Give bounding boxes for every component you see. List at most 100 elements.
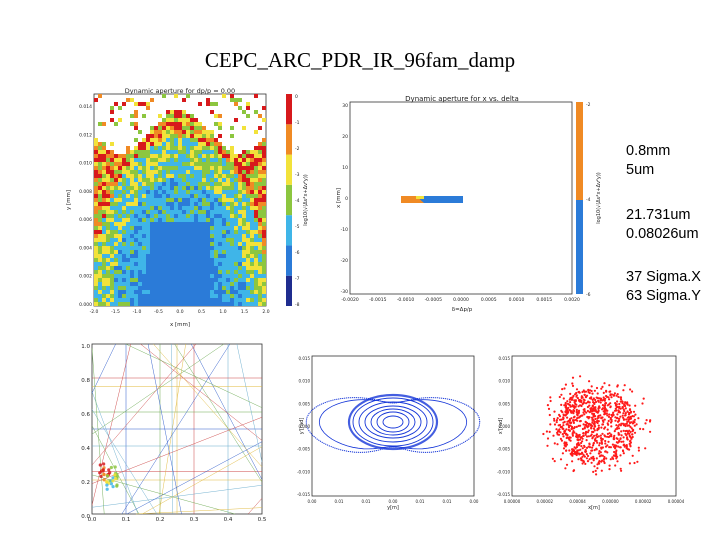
phase-space-y-plot: 0.00 0.01 0.01 0.00 0.01 0.01 0.00 0.015 0.010 0… <box>297 355 481 511</box>
da-delta-xtick: -0.0005 <box>425 297 443 303</box>
da-xy-colorbar-tick: -5 <box>295 224 300 230</box>
da-xy-ytick: 0.006 <box>79 217 92 223</box>
da-xy-xtick: 0.0 <box>176 309 183 315</box>
phase-space-y-xtick: 0.01 <box>362 499 371 504</box>
tune-xtick: 0.0 <box>88 517 97 523</box>
da-xy-colorbar-tick: -1 <box>295 120 300 126</box>
da-xy-ytick: 0.004 <box>79 245 92 251</box>
tune-ytick: 0.6 <box>81 412 90 418</box>
da-delta-ytick: -30 <box>341 289 348 295</box>
phase-space-x-ytick: 0.000 <box>499 424 511 429</box>
phase-space-x-xlabel: x[m] <box>588 505 600 511</box>
da-delta-title: Dynamic aperture for x vs. delta <box>405 95 519 103</box>
phase-space-x-xtick: 0.00002 <box>635 499 652 504</box>
da-delta-xtick: 0.0010 <box>509 297 525 303</box>
da-xy-plot: Dynamic aperture for dp/p = 0.00 -2.0 -1.… <box>66 87 309 328</box>
resonance-lines <box>91 343 263 515</box>
da-xy-xtick: -1.5 <box>111 309 120 315</box>
phase-space-x-xtick: 0.00000 <box>602 499 619 504</box>
da-delta-plot: Dynamic aperture for x vs. delta -0.0020… <box>336 95 602 313</box>
da-xy-xtick: 1.0 <box>219 309 226 315</box>
phase-space-y-xtick: 0.00 <box>308 499 317 504</box>
da-delta-colorbar <box>576 102 583 294</box>
da-delta-ytick: 20 <box>342 134 348 140</box>
phase-space-x-xtick: 0.00004 <box>668 499 684 504</box>
da-delta-xtick: 0.0000 <box>453 297 469 303</box>
note-block-1: 0.8mm 5um <box>626 142 670 180</box>
phase-space-x-ytick: 0.005 <box>499 401 511 406</box>
da-xy-colorbar-tick: -6 <box>295 250 300 256</box>
da-xy-xlabel: x [mm] <box>170 322 190 328</box>
phase-space-x-ytick: 0.015 <box>499 356 511 361</box>
da-xy-ytick: 0.014 <box>79 104 92 110</box>
da-xy-xtick: -0.5 <box>154 309 163 315</box>
tune-xtick: 0.5 <box>258 517 267 523</box>
da-delta-xtick: -0.0015 <box>369 297 387 303</box>
da-xy-colorbar-tick: -2 <box>295 146 300 152</box>
phase-space-y-ytick: -0.005 <box>297 447 310 452</box>
da-delta-ylabel: x [mm] <box>336 188 342 208</box>
phase-space-x-ytick: -0.010 <box>497 469 510 474</box>
tune-ytick: 0.2 <box>81 480 90 486</box>
da-xy-xtick: -1.0 <box>133 309 142 315</box>
tune-ytick: 1.0 <box>81 344 90 350</box>
phase-space-y-ytick: -0.015 <box>297 492 310 497</box>
phase-space-y-orbits <box>305 393 481 453</box>
tune-ytick: 0.4 <box>81 446 90 452</box>
da-delta-xtick: 0.0015 <box>536 297 552 303</box>
da-xy-colorbar <box>286 94 292 306</box>
phase-space-y-ytick: 0.015 <box>299 356 311 361</box>
phase-space-x-ytick: 0.010 <box>499 379 511 384</box>
da-delta-ytick: -10 <box>341 227 348 233</box>
da-delta-colorbar-tick: -4 <box>586 197 591 203</box>
phase-space-y-xtick: 0.00 <box>470 499 479 504</box>
phase-space-y-ytick: 0.005 <box>299 401 311 406</box>
tune-ytick: 0.0 <box>81 514 90 520</box>
tune-diagram: 0.0 0.1 0.2 0.3 0.4 0.5 1.0 0.8 0.6 0.4 0.2 0.0 <box>81 343 267 523</box>
da-delta-band <box>401 196 463 203</box>
tune-footprint <box>98 462 119 491</box>
da-xy-xtick: 2.0 <box>262 309 269 315</box>
note-line: 5um <box>626 162 655 178</box>
phase-space-x-scatter <box>542 375 652 476</box>
da-delta-xtick: -0.0010 <box>397 297 415 303</box>
tune-xtick: 0.4 <box>224 517 233 523</box>
tune-xtick: 0.1 <box>122 517 131 523</box>
da-delta-xlabel: δ=Δp/p <box>452 307 473 313</box>
note-line: 0.8mm <box>626 143 671 159</box>
phase-space-x-plot: 0.00000 0.00002 0.00004 0.00000 0.00002 0.000… <box>497 355 684 511</box>
da-xy-title: Dynamic aperture for dp/p = 0.00 <box>125 87 235 95</box>
da-xy-colorbar-tick: -7 <box>295 276 300 282</box>
da-xy-ytick: 0.008 <box>79 189 92 195</box>
tune-ytick: 0.8 <box>81 378 90 384</box>
da-delta-ytick: 30 <box>342 103 348 109</box>
da-xy-xtick: 1.5 <box>241 309 248 315</box>
phase-space-x-xtick: 0.00004 <box>569 499 586 504</box>
note-line: 0.08026um <box>626 226 699 242</box>
phase-space-x-ytick: -0.015 <box>497 492 510 497</box>
da-delta-colorbar-label: log10(√(Δν²x+Δν²y)) <box>596 172 602 224</box>
phase-space-y-xlabel: y[m] <box>387 505 399 511</box>
phase-space-x-xtick: 0.00000 <box>504 499 521 504</box>
phase-space-x-ylabel: x'[rad] <box>498 418 504 435</box>
da-xy-colorbar-label: log10(√(Δν²x+Δν²y)) <box>303 174 309 226</box>
da-delta-ytick: 0 <box>345 196 348 202</box>
phase-space-y-xtick: 0.01 <box>416 499 425 504</box>
da-delta-colorbar-tick: -6 <box>586 292 591 298</box>
phase-space-y-ytick: 0.010 <box>299 379 311 384</box>
slide-title: CEPC_ARC_PDR_IR_96fam_damp <box>204 48 516 72</box>
phase-space-y-xtick: 0.01 <box>443 499 452 504</box>
note-line: 37 Sigma.X <box>626 269 701 285</box>
da-xy-ytick: 0.010 <box>79 161 92 167</box>
da-xy-ylabel: y [mm] <box>66 190 72 210</box>
note-line: 63 Sigma.Y <box>626 288 701 304</box>
note-block-2: 21.731um 0.08026um <box>626 206 699 244</box>
da-xy-colorbar-tick: -3 <box>295 172 300 178</box>
da-delta-colorbar-tick: -2 <box>586 102 591 108</box>
phase-space-x-xtick: 0.00002 <box>537 499 554 504</box>
phase-space-y-xtick: 0.00 <box>389 499 398 504</box>
phase-space-y-ylabel: y'[rad] <box>299 418 305 435</box>
phase-space-y-ytick: 0.000 <box>299 424 311 429</box>
da-xy-xtick: -2.0 <box>90 309 99 315</box>
tune-xtick: 0.2 <box>156 517 165 523</box>
